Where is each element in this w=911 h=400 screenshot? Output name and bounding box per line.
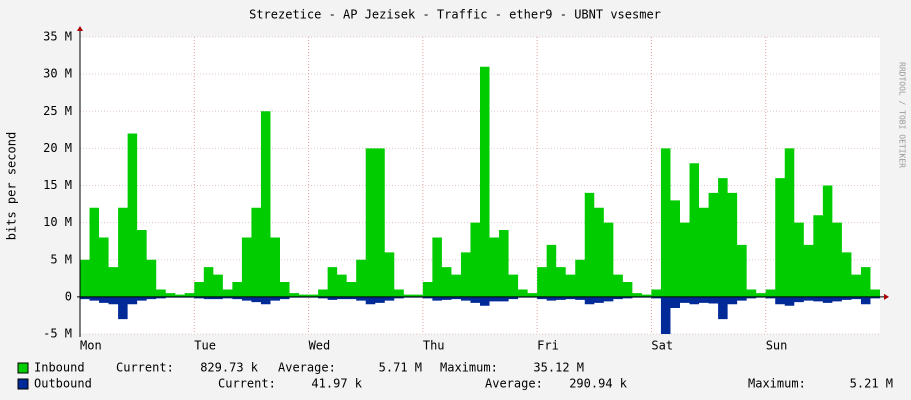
y-tick-label: 20 M <box>43 141 72 155</box>
x-tick-label: Sat <box>651 339 673 353</box>
x-tick-label: Wed <box>309 339 331 353</box>
stat-value: 829.73 k <box>200 361 259 375</box>
stat-label: Maximum: <box>440 361 498 375</box>
x-tick-label: Thu <box>423 339 445 353</box>
arrow <box>884 293 889 300</box>
stat-value: 5.71 M <box>379 361 422 375</box>
y-axis-label: bits per second <box>5 132 19 240</box>
stat-label: Maximum: <box>748 377 806 391</box>
stat-label: Average: <box>485 377 543 391</box>
legend-label: Inbound <box>34 361 85 375</box>
x-tick-label: Tue <box>194 339 216 353</box>
stat-label: Average: <box>278 361 336 375</box>
x-tick-label: Fri <box>537 339 559 353</box>
legend-swatch <box>17 362 29 374</box>
y-tick-label: 10 M <box>43 215 72 229</box>
y-tick-label: 25 M <box>43 104 72 118</box>
y-tick-label: 35 M <box>43 30 72 44</box>
watermark: RRDTOOL / TOBI OETIKER <box>898 62 907 168</box>
x-tick-label: Sun <box>766 339 788 353</box>
area <box>80 296 880 334</box>
stat-value: 41.97 k <box>311 377 362 391</box>
arrow <box>77 26 83 31</box>
y-tick-label: 0 <box>65 289 72 303</box>
area <box>80 66 880 297</box>
y-tick-label: -5 M <box>43 327 72 341</box>
stat-value: 290.94 k <box>569 377 628 391</box>
x-tick-label: Mon <box>80 339 102 353</box>
stat-value: 5.21 M <box>850 377 893 391</box>
y-tick-label: 5 M <box>50 252 72 266</box>
legend-swatch <box>17 378 29 390</box>
legend-label: Outbound <box>34 377 92 391</box>
stat-label: Current: <box>116 361 174 375</box>
y-tick-label: 15 M <box>43 178 72 192</box>
chart-title: Strezetice - AP Jezisek - Traffic - ethe… <box>249 8 661 22</box>
y-tick-label: 30 M <box>43 67 72 81</box>
stat-value: 35.12 M <box>533 361 584 375</box>
stat-label: Current: <box>218 377 276 391</box>
